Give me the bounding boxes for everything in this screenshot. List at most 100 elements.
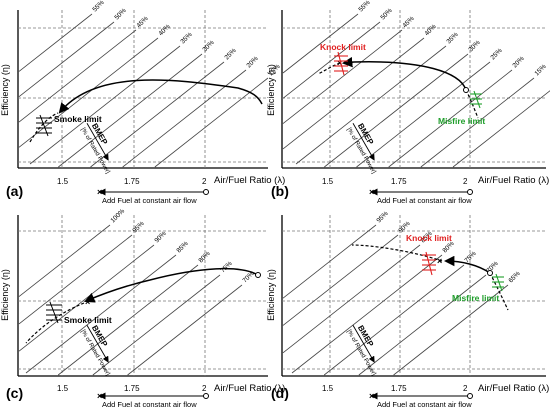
bmep-line-15pct	[420, 77, 535, 168]
bmep-line-30pct	[324, 53, 469, 168]
misfire-limit-hatch-icon	[492, 273, 504, 292]
bmep-line-40pct	[282, 37, 425, 150]
add-fuel-label: Add Fuel at constant air flow	[377, 400, 472, 409]
bmep-line-group: 100%95%90%85%80%75%70%	[18, 208, 256, 376]
bmep-line-20pct	[388, 69, 513, 168]
add-fuel-arrow: × Add Fuel at constant air flow	[369, 187, 473, 205]
smoke-limit-label: Smoke limit	[54, 114, 102, 124]
add-fuel-label: Add Fuel at constant air flow	[377, 196, 472, 205]
panel-tag: (a)	[6, 183, 23, 199]
x-tick-1: 1.5	[57, 177, 69, 186]
cross-marker-icon: ×	[97, 391, 102, 401]
bmep-line-35pct	[29, 45, 181, 165]
panel-d: 95%90%85%80%75%70%65% Efficiency (η) Air…	[266, 210, 549, 409]
bmep-line-label: 20%	[245, 55, 259, 69]
operating-curve	[58, 79, 263, 114]
x-tick-2: 1.75	[124, 177, 140, 186]
knock-limit-label: Knock limit	[320, 42, 366, 52]
bmep-line-label: 25%	[223, 47, 237, 61]
cross-marker-icon: ×	[97, 187, 102, 197]
bmep-line-40pct	[18, 37, 159, 148]
x-tick-3: 2	[202, 384, 207, 393]
dashed-grid	[18, 10, 268, 168]
bmep-line-label: 55%	[357, 0, 371, 13]
operating-curve	[341, 56, 467, 91]
misfire-limit-hatch-icon	[470, 90, 482, 109]
bmep-line-95pct	[282, 224, 377, 299]
operating-point-icon	[467, 393, 473, 399]
bmep-line-label: 75%	[219, 260, 233, 274]
bmep-line-50pct	[282, 21, 381, 99]
panel-tag: (b)	[271, 183, 289, 199]
bmep-line-group: 55%50%45%40%35%30%25%20%15%	[18, 0, 282, 168]
bmep-line-90pct	[282, 234, 399, 326]
y-axis-label: Efficiency (η)	[0, 269, 10, 321]
bmep-line-70pct	[358, 274, 487, 376]
bmep-line-10pct	[452, 90, 550, 168]
dashed-grid	[18, 215, 268, 376]
x-tick-3: 2	[202, 177, 207, 186]
bmep-line-25pct	[90, 61, 225, 168]
bmep-line-85pct	[282, 244, 421, 354]
bmep-line-label: 30%	[201, 39, 215, 53]
operating-point-icon	[487, 270, 493, 276]
extrapolated-curve	[25, 302, 85, 344]
bmep-annotation: BMEP [% of Rated Power]	[79, 324, 110, 377]
bmep-line-80pct	[291, 254, 443, 374]
bmep-line-label: 45%	[401, 15, 415, 29]
bmep-line-85pct	[25, 254, 177, 374]
bmep-line-80pct	[57, 264, 199, 376]
bmep-line-55pct	[18, 13, 93, 72]
bmep-line-35pct	[295, 45, 447, 165]
x-axis-label: Air/Fuel Ratio (λ)	[214, 175, 285, 186]
panel-tag: (d)	[271, 385, 289, 401]
y-axis-label: Efficiency (η)	[266, 269, 276, 321]
bmep-line-label: 35%	[179, 31, 193, 45]
bmep-line-30pct	[58, 53, 203, 168]
bmep-line-25pct	[356, 61, 491, 168]
bmep-line-group: 55%50%45%40%35%30%25%20%15%10%	[282, 0, 550, 168]
bmep-line-label: 65%	[507, 270, 521, 284]
add-fuel-label: Add Fuel at constant air flow	[102, 400, 197, 409]
bmep-line-100pct	[18, 224, 111, 297]
knock-limit-hatch-icon	[422, 251, 436, 276]
bmep-line-65pct	[393, 284, 509, 376]
misfire-limit-label: Misfire limit	[438, 116, 485, 126]
add-fuel-arrow: × Add Fuel at constant air flow	[369, 391, 473, 409]
bmep-line-label: 35%	[445, 31, 459, 45]
x-tick-1: 1.5	[322, 384, 334, 393]
operating-point-icon	[203, 189, 209, 195]
operating-point-icon	[203, 393, 209, 399]
bmep-line-label: 40%	[157, 23, 171, 37]
bmep-line-label: 15%	[533, 63, 547, 77]
extrapolated-curve-rich	[317, 62, 341, 75]
bmep-line-label: 90%	[153, 230, 167, 244]
add-fuel-label: Add Fuel at constant air flow	[102, 196, 197, 205]
y-axis-label: Efficiency (η)	[0, 64, 10, 116]
operating-curve	[443, 255, 491, 274]
bmep-line-label: 40%	[423, 23, 437, 37]
x-axis-label: Air/Fuel Ratio (λ)	[214, 383, 285, 394]
panel-tag: (c)	[6, 385, 23, 401]
bmep-line-70pct	[127, 284, 243, 376]
cross-marker-icon: ×	[437, 256, 442, 266]
operating-point-icon	[463, 87, 469, 93]
dashed-grid	[282, 215, 546, 376]
bmep-line-95pct	[18, 234, 133, 325]
bmep-line-20pct	[122, 69, 247, 168]
operating-point-icon	[255, 272, 261, 278]
bmep-line-50pct	[18, 21, 115, 98]
x-tick-2: 1.75	[124, 384, 140, 393]
cross-marker-icon: ×	[85, 297, 90, 307]
bmep-line-label: 95%	[375, 210, 389, 224]
panel-b: 55%50%45%40%35%30%25%20%15%10% Efficienc…	[266, 0, 550, 205]
operating-curve	[84, 267, 259, 303]
panel-c: 100%95%90%85%80%75%70% Efficiency (η) Ai…	[0, 208, 285, 409]
operating-point-icon	[467, 189, 473, 195]
knock-limit-label: Knock limit	[406, 233, 452, 243]
cross-marker-icon: ×	[369, 391, 374, 401]
smoke-limit-label: Smoke limit	[64, 315, 112, 325]
bmep-line-75pct	[92, 274, 221, 376]
x-tick-2: 1.75	[391, 384, 407, 393]
x-tick-2: 1.75	[391, 177, 407, 186]
